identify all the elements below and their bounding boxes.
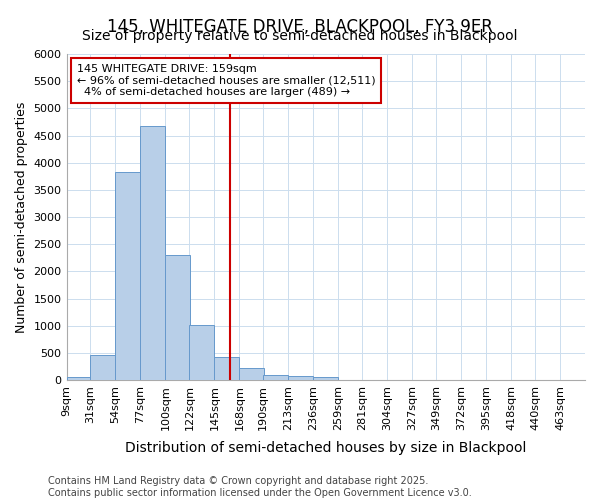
Bar	[140, 126, 166, 380]
Text: 145 WHITEGATE DRIVE: 159sqm
← 96% of semi-detached houses are smaller (12,511)
 : 145 WHITEGATE DRIVE: 159sqm ← 96% of sem…	[77, 64, 376, 97]
Bar	[263, 375, 288, 380]
Bar	[115, 172, 140, 380]
Bar	[190, 325, 214, 380]
X-axis label: Distribution of semi-detached houses by size in Blackpool: Distribution of semi-detached houses by …	[125, 441, 526, 455]
Bar	[214, 358, 239, 380]
Bar	[288, 376, 313, 380]
Text: 145, WHITEGATE DRIVE, BLACKPOOL, FY3 9ER: 145, WHITEGATE DRIVE, BLACKPOOL, FY3 9ER	[107, 18, 493, 36]
Bar	[313, 377, 338, 380]
Bar	[67, 378, 92, 380]
Bar	[91, 355, 115, 380]
Bar	[239, 368, 265, 380]
Y-axis label: Number of semi-detached properties: Number of semi-detached properties	[15, 102, 28, 332]
Bar	[166, 255, 190, 380]
Text: Contains HM Land Registry data © Crown copyright and database right 2025.
Contai: Contains HM Land Registry data © Crown c…	[48, 476, 472, 498]
Text: Size of property relative to semi-detached houses in Blackpool: Size of property relative to semi-detach…	[82, 29, 518, 43]
